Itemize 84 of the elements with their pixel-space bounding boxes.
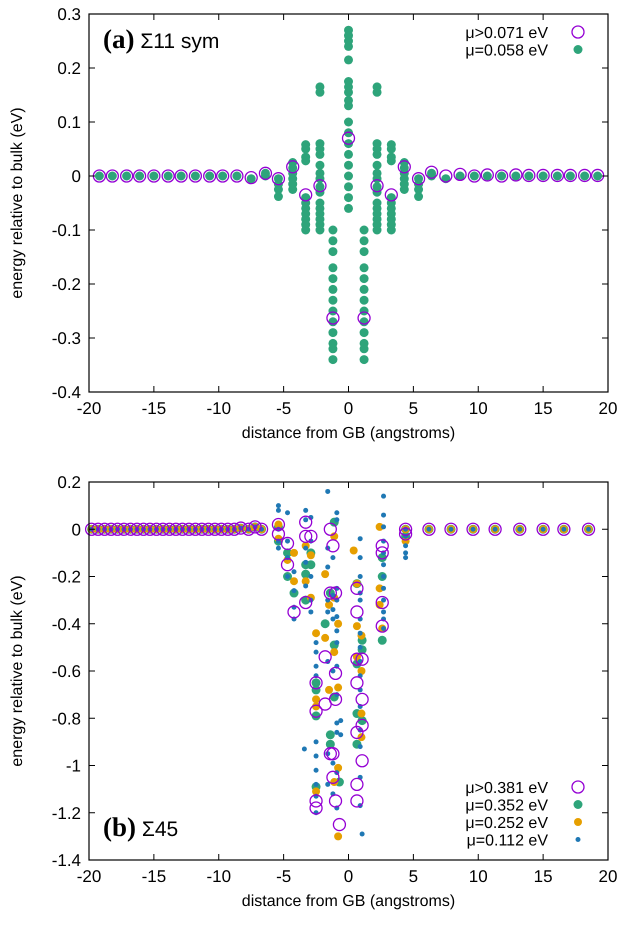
- point: [578, 168, 592, 182]
- y-tick-label: -0.4: [52, 614, 81, 634]
- point: [132, 169, 146, 183]
- point: [258, 166, 272, 180]
- point: [509, 168, 523, 182]
- legend-label: μ=0.352 eV: [465, 798, 548, 814]
- point: [120, 169, 134, 183]
- y-tick-label: -0.2: [52, 275, 81, 294]
- y-tick-label: -0.4: [52, 383, 81, 402]
- y-tick-label: -1: [66, 756, 81, 776]
- y-tick-label: 0.2: [57, 59, 81, 78]
- y-tick-label: 0.3: [57, 5, 81, 24]
- x-tick-label: -15: [142, 867, 166, 886]
- point: [230, 169, 244, 183]
- x-axis-title: distance from GB (angstroms): [242, 425, 456, 442]
- x-tick-label: 10: [468, 867, 488, 886]
- x-tick-label: 10: [468, 399, 488, 418]
- point: [550, 168, 564, 182]
- point: [174, 169, 188, 183]
- x-tick-label: 5: [408, 867, 418, 886]
- annotation: (a) Σ11 sym: [103, 24, 220, 54]
- point: [162, 169, 175, 183]
- point: [106, 169, 120, 183]
- point: [342, 132, 356, 145]
- x-tick-label: -15: [142, 399, 166, 418]
- point: [244, 170, 258, 184]
- point: [384, 188, 398, 202]
- point: [564, 168, 578, 182]
- x-tick-label: -10: [206, 867, 232, 886]
- point: [590, 168, 604, 182]
- point: [188, 169, 202, 183]
- y-tick-label: -0.2: [52, 568, 81, 586]
- y-tick-label: 0.1: [57, 113, 81, 132]
- y-axis-title: energy relative to bulk (eV): [9, 107, 26, 299]
- x-tick-label: -5: [276, 867, 292, 886]
- x-tick-label: 5: [408, 399, 418, 418]
- x-tick-label: 15: [534, 867, 553, 886]
- x-tick-label: 0: [344, 867, 354, 886]
- point: [92, 169, 106, 183]
- x-tick-label: -10: [206, 399, 232, 418]
- point: [286, 160, 300, 174]
- point: [412, 172, 426, 186]
- point: [522, 168, 536, 182]
- y-tick-label: -0.1: [52, 221, 81, 240]
- point: [203, 169, 216, 183]
- point: [494, 169, 508, 183]
- y-tick-label: 0: [72, 520, 81, 540]
- point: [299, 188, 312, 202]
- point: [453, 168, 467, 182]
- y-axis-title: energy relative to bulk (eV): [9, 575, 26, 767]
- point: [468, 169, 482, 183]
- x-tick-label: 20: [598, 867, 618, 886]
- point: [272, 172, 286, 186]
- y-tick-label: -1.4: [52, 851, 81, 870]
- x-tick-label: -20: [76, 399, 102, 418]
- point: [480, 168, 494, 182]
- point: [147, 169, 161, 183]
- y-tick-label: -0.8: [52, 709, 81, 728]
- legend-label: μ=0.058 eV: [465, 42, 548, 60]
- point: [313, 179, 327, 192]
- x-tick-label: -20: [76, 867, 102, 886]
- point: [326, 311, 340, 325]
- legend-label: μ>0.381 eV: [465, 780, 548, 797]
- x-tick-label: 15: [534, 399, 553, 418]
- y-tick-label: 0.2: [57, 473, 81, 492]
- x-tick-label: 20: [598, 399, 618, 418]
- point: [357, 311, 371, 325]
- x-tick-label: -5: [276, 399, 292, 418]
- y-tick-label: 0: [72, 167, 81, 186]
- legend-label: μ=0.112 eV: [466, 832, 548, 850]
- y-tick-label: -0.3: [52, 329, 81, 348]
- annotation: (b) Σ45: [103, 812, 178, 842]
- x-axis-title: distance from GB (angstroms): [242, 893, 456, 910]
- point: [216, 169, 230, 183]
- legend-label: μ>0.071 eV: [465, 25, 548, 42]
- point: [439, 169, 452, 183]
- point: [424, 166, 438, 179]
- x-tick-label: 0: [344, 399, 354, 418]
- point: [370, 179, 384, 192]
- point: [398, 160, 411, 174]
- y-tick-label: -1.2: [52, 804, 81, 823]
- point: [536, 168, 550, 182]
- y-tick-label: -0.6: [52, 662, 81, 681]
- legend-label: μ=0.252 eV: [465, 815, 548, 832]
